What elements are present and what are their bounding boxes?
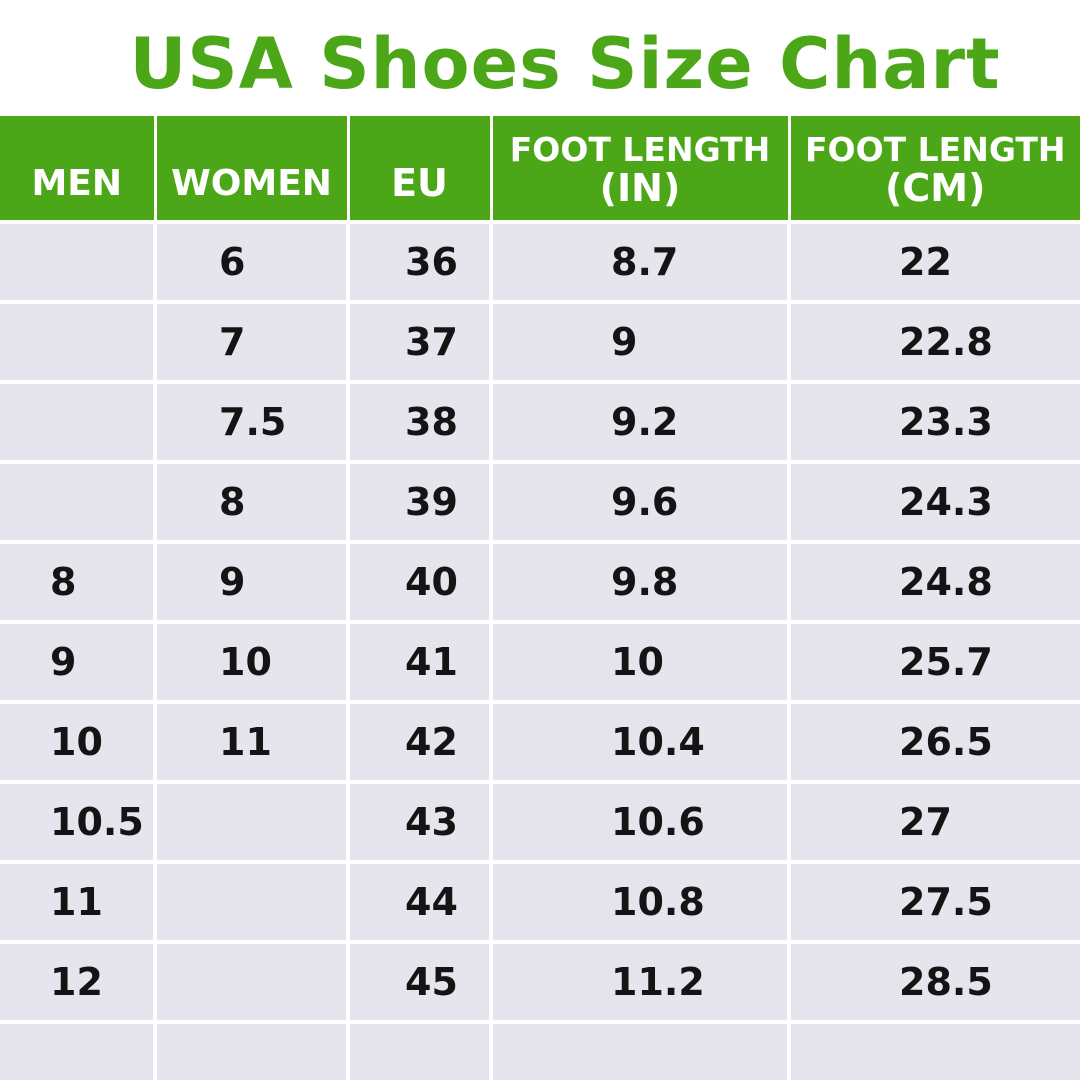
header-foot-length-cm-line2: (CM) xyxy=(885,166,986,210)
size-table: MEN WOMEN EU FOOT LENGTH (IN) FOOT LENGT… xyxy=(0,116,1080,1080)
cell-foot-length-in: 8.7 xyxy=(489,220,789,302)
header-foot-length-in-line2: (IN) xyxy=(599,166,681,210)
header-foot-length-in-line1: FOOT LENGTH xyxy=(509,130,771,169)
table-header-row: MEN WOMEN EU FOOT LENGTH (IN) FOOT LENGT… xyxy=(0,116,1080,222)
cell-foot-length-cm: 22 xyxy=(787,220,1080,302)
cell-eu: 44 xyxy=(346,860,491,942)
cell-foot-length-cm: 24.3 xyxy=(787,460,1080,542)
cell-eu: 42 xyxy=(346,700,491,782)
cell-men xyxy=(0,300,155,382)
cell-foot-length-cm: 25.7 xyxy=(787,620,1080,702)
cell-eu: 37 xyxy=(346,300,491,382)
table-row: 10.5 43 10.6 27 xyxy=(0,780,1080,862)
cell-eu: 36 xyxy=(346,220,491,302)
cell-foot-length-in xyxy=(489,1020,789,1080)
cell-foot-length-in: 9.8 xyxy=(489,540,789,622)
table-row: 7.5 38 9.2 23.3 xyxy=(0,380,1080,462)
cell-women xyxy=(153,860,348,942)
header-foot-length-cm-line1: FOOT LENGTH xyxy=(805,130,1066,169)
table-row: 11 44 10.8 27.5 xyxy=(0,860,1080,942)
cell-women: 8 xyxy=(153,460,348,542)
cell-eu: 39 xyxy=(346,460,491,542)
table-row: 6 36 8.7 22 xyxy=(0,220,1080,302)
table-row: 9 10 41 10 25.7 xyxy=(0,620,1080,702)
header-foot-length-in: FOOT LENGTH (IN) xyxy=(489,116,789,222)
cell-women: 7 xyxy=(153,300,348,382)
header-women-label: WOMEN xyxy=(171,162,332,204)
cell-foot-length-cm xyxy=(787,1020,1080,1080)
cell-eu: 45 xyxy=(346,940,491,1022)
cell-men xyxy=(0,220,155,302)
cell-eu: 41 xyxy=(346,620,491,702)
cell-foot-length-in: 10 xyxy=(489,620,789,702)
cell-foot-length-in: 10.8 xyxy=(489,860,789,942)
cell-women: 10 xyxy=(153,620,348,702)
table-row: 7 37 9 22.8 xyxy=(0,300,1080,382)
header-eu: EU xyxy=(346,116,491,222)
cell-women xyxy=(153,940,348,1022)
table-row: 8 39 9.6 24.3 xyxy=(0,460,1080,542)
cell-men xyxy=(0,380,155,462)
cell-foot-length-cm: 24.8 xyxy=(787,540,1080,622)
cell-foot-length-in: 9.6 xyxy=(489,460,789,542)
cell-foot-length-in: 9.2 xyxy=(489,380,789,462)
cell-men: 12 xyxy=(0,940,155,1022)
cell-men: 11 xyxy=(0,860,155,942)
cell-foot-length-in: 10.4 xyxy=(489,700,789,782)
cell-men: 9 xyxy=(0,620,155,702)
header-eu-label: EU xyxy=(391,161,448,205)
cell-women: 9 xyxy=(153,540,348,622)
cell-foot-length-cm: 27.5 xyxy=(787,860,1080,942)
table-row-empty xyxy=(0,1020,1080,1080)
cell-eu: 38 xyxy=(346,380,491,462)
cell-men: 10 xyxy=(0,700,155,782)
cell-foot-length-cm: 26.5 xyxy=(787,700,1080,782)
table-row: 10 11 42 10.4 26.5 xyxy=(0,700,1080,782)
table-row: 12 45 11.2 28.5 xyxy=(0,940,1080,1022)
cell-men: 10.5 xyxy=(0,780,155,862)
cell-eu xyxy=(346,1020,491,1080)
header-men-label: MEN xyxy=(31,162,123,204)
cell-women xyxy=(153,780,348,862)
cell-eu: 43 xyxy=(346,780,491,862)
cell-women: 6 xyxy=(153,220,348,302)
cell-eu: 40 xyxy=(346,540,491,622)
cell-men xyxy=(0,1020,155,1080)
cell-foot-length-cm: 27 xyxy=(787,780,1080,862)
cell-women xyxy=(153,1020,348,1080)
cell-men xyxy=(0,460,155,542)
cell-women: 11 xyxy=(153,700,348,782)
cell-foot-length-in: 11.2 xyxy=(489,940,789,1022)
cell-foot-length-in: 10.6 xyxy=(489,780,789,862)
header-foot-length-cm: FOOT LENGTH (CM) xyxy=(787,116,1080,222)
cell-foot-length-in: 9 xyxy=(489,300,789,382)
cell-foot-length-cm: 22.8 xyxy=(787,300,1080,382)
table-row: 8 9 40 9.8 24.8 xyxy=(0,540,1080,622)
header-men: MEN xyxy=(0,116,155,222)
cell-men: 8 xyxy=(0,540,155,622)
cell-foot-length-cm: 23.3 xyxy=(787,380,1080,462)
cell-foot-length-cm: 28.5 xyxy=(787,940,1080,1022)
page-title: USA Shoes Size Chart xyxy=(129,23,1001,105)
header-women: WOMEN xyxy=(153,116,348,222)
cell-women: 7.5 xyxy=(153,380,348,462)
